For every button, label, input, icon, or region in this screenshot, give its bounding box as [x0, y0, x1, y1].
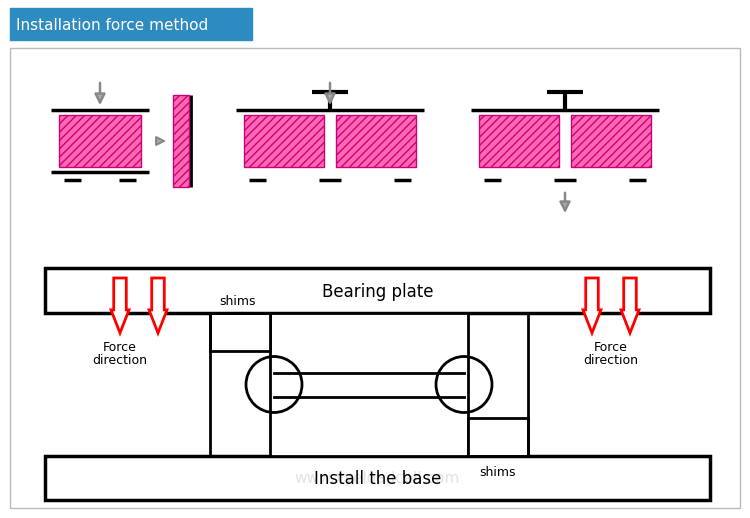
- Text: www.xyeloadcell.com: www.xyeloadcell.com: [295, 471, 460, 486]
- Text: shims: shims: [220, 295, 257, 308]
- Bar: [173, 95, 189, 187]
- Bar: [10, 8, 252, 40]
- Bar: [45, 456, 710, 500]
- Text: Force: Force: [594, 341, 628, 354]
- Bar: [244, 115, 324, 167]
- Polygon shape: [149, 278, 167, 333]
- Text: Bearing plate: Bearing plate: [322, 282, 434, 300]
- Bar: [270, 313, 468, 456]
- Text: Install the base: Install the base: [314, 470, 441, 488]
- Polygon shape: [583, 278, 601, 333]
- Polygon shape: [111, 278, 129, 333]
- Text: direction: direction: [92, 354, 148, 367]
- Text: Installation force method: Installation force method: [16, 18, 208, 33]
- Text: shims: shims: [480, 466, 516, 479]
- Text: Force: Force: [103, 341, 137, 354]
- Bar: [336, 115, 416, 167]
- Polygon shape: [621, 278, 639, 333]
- Bar: [10, 48, 740, 508]
- Bar: [59, 115, 141, 167]
- Bar: [210, 313, 270, 351]
- Bar: [45, 268, 710, 313]
- Bar: [479, 115, 559, 167]
- Bar: [571, 115, 651, 167]
- Bar: [468, 418, 528, 456]
- Text: direction: direction: [584, 354, 638, 367]
